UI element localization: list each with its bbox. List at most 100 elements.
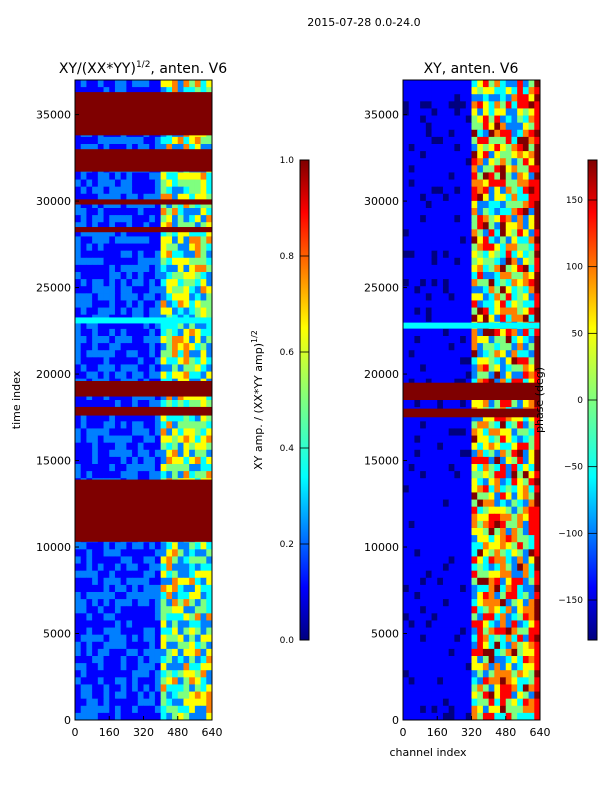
amp-heatmap-cell <box>177 144 184 152</box>
phase-heatmap-cell <box>477 300 484 308</box>
phase-heatmap-cell <box>425 656 432 664</box>
amplitude-panel-title: XY/(XX*YY)1/2, anten. V6 <box>59 60 227 77</box>
amp-heatmap-cell <box>200 577 207 586</box>
phase-heatmap-cell <box>500 428 507 436</box>
phase-heatmap-cell <box>408 627 415 636</box>
amp-heatmap-cell <box>103 414 110 422</box>
amp-heatmap-cell <box>75 208 82 216</box>
phase-heatmap-cell <box>488 87 495 95</box>
phase-heatmap-cell <box>460 656 467 664</box>
amp-heatmap-cell <box>189 599 196 607</box>
amp-heatmap-cell <box>75 186 82 195</box>
phase-heatmap-cell <box>460 691 467 700</box>
amp-heatmap-cell <box>149 236 156 244</box>
amp-heatmap-cell <box>183 392 190 401</box>
amp-heatmap-cell <box>183 435 190 444</box>
amp-heatmap-cell <box>177 670 184 678</box>
phase-heatmap-cell <box>534 229 540 237</box>
phase-heatmap-cell <box>471 400 478 408</box>
amp-heatmap-cell <box>75 257 82 266</box>
phase-heatmap-cell <box>414 229 421 237</box>
phase-heatmap-cell <box>505 264 512 273</box>
phase-heatmap-cell <box>528 136 535 145</box>
phase-heatmap-cell <box>500 371 507 380</box>
phase-heatmap-cell <box>477 677 484 685</box>
amp-heatmap-cell <box>132 371 139 380</box>
amp-heatmap-cell <box>80 172 87 180</box>
phase-heatmap-cell <box>511 606 518 614</box>
phase-heatmap-cell <box>522 592 529 600</box>
phase-heatmap-cell <box>500 101 507 109</box>
phase-heatmap-cell <box>425 599 432 607</box>
amp-heatmap-cell <box>206 80 212 88</box>
amp-heatmap-cell <box>92 243 99 252</box>
amp-heatmap-cell <box>206 336 212 344</box>
phase-heatmap-cell <box>488 122 495 131</box>
phase-heatmap-cell <box>471 698 478 707</box>
amp-heatmap-cell <box>172 656 179 664</box>
phase-heatmap-cell <box>442 357 450 365</box>
phase-heatmap-cell <box>420 634 427 643</box>
phase-heatmap-cell <box>500 620 507 628</box>
phase-heatmap-cell <box>437 656 444 664</box>
phase-heatmap-cell <box>448 599 455 607</box>
phase-heatmap-cell <box>511 492 518 500</box>
phase-heatmap-cell <box>420 87 427 95</box>
amp-heatmap-cell <box>200 471 207 479</box>
amp-heatmap-cell <box>80 229 87 237</box>
amp-heatmap-cell <box>143 179 150 188</box>
amp-heatmap-cell <box>92 236 99 244</box>
phase-heatmap-cell <box>431 648 438 657</box>
phase-heatmap-cell <box>534 215 540 223</box>
amp-heatmap-cell <box>143 279 150 287</box>
phase-heatmap-cell <box>420 286 427 294</box>
amp-heatmap-cell <box>194 293 201 301</box>
amp-heatmap-cell <box>166 464 173 472</box>
amp-heatmap-cell <box>154 243 162 252</box>
phase-heatmap-cell <box>500 328 507 337</box>
amp-heatmap-cell <box>194 350 201 358</box>
phase-heatmap-cell <box>511 520 518 529</box>
phase-heatmap-cell <box>437 186 444 195</box>
amp-heatmap-cell <box>160 400 167 408</box>
phase-heatmap-cell <box>528 485 535 493</box>
phase-heatmap-cell <box>494 506 501 515</box>
phase-heatmap-cell <box>488 236 495 244</box>
amp-heatmap-cell <box>177 549 184 557</box>
phase-heatmap-cell <box>425 208 432 216</box>
amp-heatmap-cell <box>166 400 173 408</box>
phase-heatmap-cell <box>414 336 421 344</box>
phase-heatmap-cell <box>414 634 421 643</box>
phase-colorbar-tick-label: 0 <box>577 396 583 406</box>
phase-heatmap-cell <box>517 357 524 365</box>
phase-heatmap-cell <box>517 272 524 280</box>
amp-heatmap-cell <box>114 442 122 451</box>
phase-heatmap-cell <box>505 122 512 131</box>
phase-heatmap-cell <box>414 179 421 188</box>
phase-heatmap-cell <box>448 293 455 301</box>
amp-heatmap-cell <box>92 286 99 294</box>
phase-heatmap-cell <box>414 222 421 230</box>
phase-heatmap-cell <box>517 158 524 166</box>
amp-heatmap-cell <box>200 144 207 152</box>
phase-heatmap-cell <box>528 101 535 109</box>
amp-heatmap-cell <box>137 193 144 202</box>
phase-heatmap-cell <box>454 200 461 209</box>
phase-heatmap-cell <box>431 293 438 301</box>
phase-heatmap-cell <box>414 520 421 529</box>
phase-heatmap-cell <box>477 627 484 636</box>
phase-heatmap-cell <box>420 357 427 365</box>
phase-heatmap-cell <box>500 222 507 230</box>
phase-heatmap-cell <box>454 94 461 102</box>
phase-heatmap-cell <box>494 122 501 131</box>
amp-heatmap-cell <box>114 634 122 643</box>
amp-heatmap-cell <box>183 677 190 685</box>
phase-heatmap-cell <box>494 151 501 159</box>
amp-heatmap-cell <box>166 293 173 301</box>
phase-heatmap-cell <box>528 592 535 600</box>
phase-heatmap-cell <box>437 272 444 280</box>
amp-heatmap-cell <box>206 279 212 287</box>
amp-heatmap-cell <box>177 634 184 643</box>
amp-heatmap-cell <box>160 435 167 444</box>
phase-heatmap-cell <box>517 620 524 628</box>
